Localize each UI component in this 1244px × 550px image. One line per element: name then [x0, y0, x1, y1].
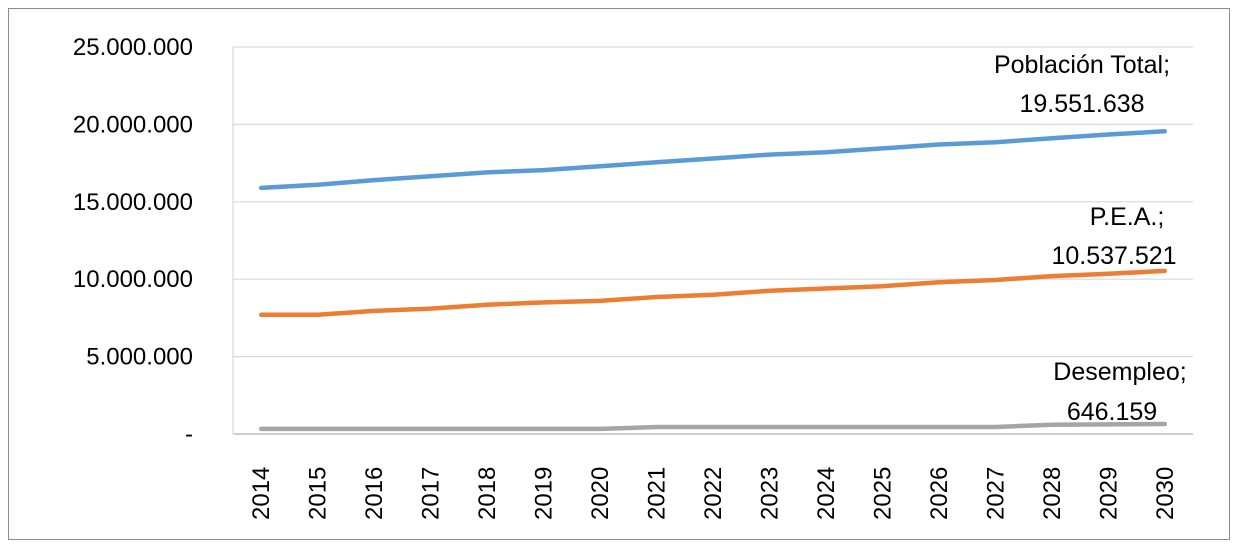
label-poblacion-total-name: Población Total;: [994, 51, 1170, 79]
y-tick-label: 10.000.000: [73, 266, 193, 293]
x-tick-label: 2021: [644, 467, 671, 520]
x-tick-label: 2030: [1152, 467, 1179, 520]
label-poblacion-total: Población Total; 19.551.638: [994, 51, 1170, 118]
chart-frame: [8, 8, 1230, 540]
series-line-pea: [258, 268, 1168, 318]
x-tick-label: 2018: [474, 467, 501, 520]
x-tick-label: 2017: [418, 467, 445, 520]
label-poblacion-total-value: 19.551.638: [1019, 90, 1144, 118]
label-desempleo: Desempleo; 646.159: [1053, 358, 1186, 426]
x-tick-label: 2027: [982, 467, 1009, 520]
x-tick-label: 2029: [1095, 467, 1122, 520]
x-axis-ticks: 2014 2015 2016 2017 2018 2019 2020 2021 2022 2023…: [248, 467, 1179, 520]
x-tick-label: 2020: [587, 467, 614, 520]
x-tick-label: 2015: [305, 467, 332, 520]
x-tick-label: 2019: [531, 467, 558, 520]
series-line-poblacion-total: [258, 129, 1168, 191]
y-tick-label: 20.000.000: [73, 111, 193, 138]
label-desempleo-name: Desempleo;: [1053, 358, 1186, 386]
label-pea-name: P.E.A.;: [1090, 203, 1165, 231]
series-lines: [258, 129, 1168, 432]
gridlines: [232, 46, 1193, 435]
y-tick-label: 15.000.000: [73, 189, 193, 216]
x-tick-label: 2014: [248, 467, 275, 520]
y-tick-label: 5.000.000: [86, 344, 193, 371]
y-tick-label: 25.000.000: [73, 34, 193, 61]
x-tick-label: 2025: [869, 467, 896, 520]
label-pea: P.E.A.; 10.537.521: [1051, 203, 1176, 270]
x-tick-label: 2022: [700, 467, 727, 520]
x-tick-label: 2023: [756, 467, 783, 520]
y-tick-label: -: [185, 421, 193, 448]
label-desempleo-value: 646.159: [1067, 398, 1157, 426]
x-tick-label: 2024: [813, 467, 840, 520]
x-tick-label: 2016: [361, 467, 388, 520]
x-tick-label: 2026: [926, 467, 953, 520]
x-tick-label: 2028: [1039, 467, 1066, 520]
label-pea-value: 10.537.521: [1051, 242, 1176, 270]
series-line-desempleo: [258, 421, 1168, 432]
y-axis-ticks: - 5.000.000 10.000.000 15.000.000 20.000.000…: [73, 34, 193, 448]
